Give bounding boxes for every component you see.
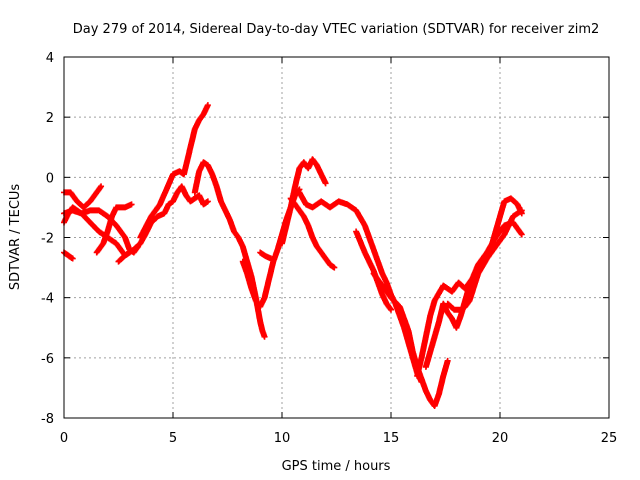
y-tick-label: 0 [46, 171, 54, 186]
x-tick-label: 20 [492, 431, 509, 446]
x-tick-label: 15 [383, 431, 400, 446]
series-marker-path [257, 249, 275, 262]
x-tick-label: 25 [601, 431, 618, 446]
y-tick-label: -8 [41, 412, 54, 427]
series-marker-path [137, 102, 211, 241]
series-track-D [93, 201, 135, 256]
y-tick-label: 4 [46, 51, 54, 66]
data-marks [61, 102, 525, 409]
y-tick-label: -4 [41, 292, 54, 307]
series-track-G [137, 102, 211, 241]
series-marker-path [93, 201, 135, 256]
series-track-Q [422, 219, 525, 370]
chart-title: Day 279 of 2014, Sidereal Day-to-day VTE… [73, 22, 600, 37]
series-marker-path [444, 207, 525, 313]
x-tick-label: 5 [169, 431, 177, 446]
x-axis-label: GPS time / hours [282, 459, 391, 474]
y-tick-label: -2 [41, 232, 54, 247]
series-track-J [257, 249, 275, 262]
y-tick-label: -6 [41, 352, 54, 367]
x-tick-label: 0 [60, 431, 68, 446]
series-marker-path [422, 219, 525, 370]
series-track-R [444, 207, 525, 313]
x-tick-label: 10 [274, 431, 291, 446]
axis-ticks: 0 5 10 15 20 25 -8 -6 -4 -2 0 2 4 [41, 51, 617, 446]
grid [64, 57, 609, 418]
series-track-L [287, 195, 338, 271]
y-tick-label: 2 [46, 111, 54, 126]
series-marker-path [287, 195, 338, 271]
y-axis-label: SDTVAR / TECUs [8, 184, 23, 291]
